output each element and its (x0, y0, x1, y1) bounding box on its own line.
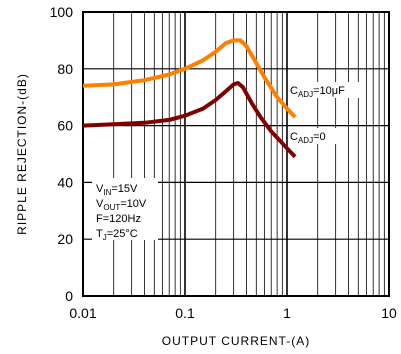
series-label-background (288, 128, 346, 144)
condition-line: VOUT=10V (96, 198, 147, 212)
x-tick-labels: 0.01 0.1 1 10 (69, 305, 397, 321)
series-line-1 (82, 81, 297, 159)
grid-major (82, 11, 390, 297)
series-labels: CADJ=10μF CADJ=0 (288, 82, 360, 145)
grid-minor (113, 12, 385, 296)
condition-line: F=120Hz (96, 213, 141, 225)
series-line-0 (82, 38, 297, 119)
y-axis-label: RIPPLE REJECTION-(dB) (15, 73, 29, 235)
y-tick-label: 20 (57, 231, 73, 247)
y-tick-label: 100 (50, 4, 74, 20)
y-tick-label: 0 (65, 288, 73, 304)
x-tick-label: 0.01 (69, 305, 96, 321)
x-axis-label: OUTPUT CURRENT-(A) (162, 334, 310, 348)
y-tick-label: 40 (57, 174, 73, 190)
plot-frame (82, 11, 390, 297)
y-tick-label: 60 (57, 118, 73, 134)
y-tick-labels: 0 20 40 60 80 100 (50, 4, 74, 304)
series-label-1: CADJ=0 (290, 131, 326, 145)
series-layer (82, 38, 297, 159)
condition-line: TJ=25°C (96, 228, 138, 242)
x-tick-label: 10 (381, 305, 397, 321)
x-tick-label: 1 (283, 305, 291, 321)
x-tick-label: 0.1 (175, 305, 195, 321)
condition-line: VIN=15V (96, 183, 138, 197)
series-label-background (288, 82, 360, 98)
y-tick-label: 80 (57, 61, 73, 77)
series-label-0: CADJ=10μF (290, 85, 345, 99)
conditions-background (92, 178, 158, 240)
